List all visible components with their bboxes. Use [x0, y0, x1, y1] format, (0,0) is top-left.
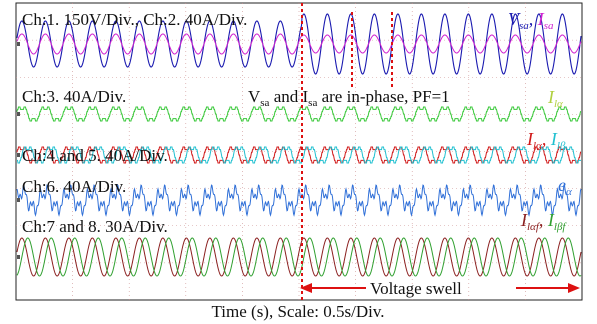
channel-label-1: Ch:1. 150V/Div., Ch:2. 40A/Div. [22, 10, 247, 29]
series-label-ilalpha-ilbeta: Ilα, Ilβ [526, 129, 566, 152]
trace-ilbeta [17, 146, 581, 164]
channel-label-3: Ch:4 and 5. 40A/Div. [22, 146, 168, 165]
trace-ilaf [16, 237, 582, 277]
traces [16, 13, 582, 277]
trace-vsa [16, 13, 582, 75]
trace-ila [16, 106, 581, 122]
trace-isa [16, 33, 582, 55]
channel-marker-3 [17, 153, 20, 157]
voltage-swell-arrow [300, 283, 580, 293]
channel-label-4: Ch:6. 40A/Div. [22, 177, 126, 196]
voltage-swell-label: Voltage swell [370, 279, 462, 298]
inphase-annotation: Vsa and Isa are in-phase, PF=1 [248, 87, 450, 109]
channel-label-5: Ch:7 and 8. 30A/Div. [22, 217, 168, 236]
series-label-vsa-isa: Vsa, Isa [508, 9, 554, 32]
x-axis-label: Time (s), Scale: 0.5s/Div. [212, 302, 385, 321]
series-label-ila: Ilα [547, 87, 563, 110]
series-label-ea: eα [558, 175, 572, 198]
trace-ilalpha [16, 146, 581, 164]
event-markers [301, 3, 393, 300]
channel-marker-5 [17, 255, 20, 259]
channel-marker-1 [17, 42, 20, 46]
series-label-ilaf-ilbf: Ilαf, Ilβf [520, 210, 567, 233]
trace-ilbf [16, 237, 582, 277]
trace-ea [16, 184, 582, 217]
channel-marker-2 [17, 112, 20, 116]
channel-marker-4 [17, 198, 20, 202]
channel-label-2: Ch:3. 40A/Div. [22, 87, 126, 106]
